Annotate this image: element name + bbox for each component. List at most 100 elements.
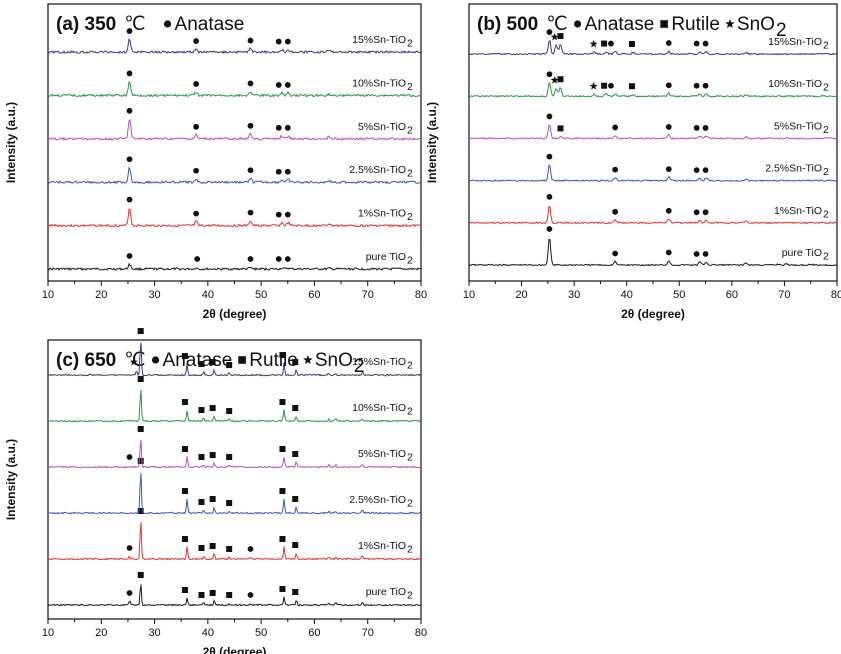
series-label: pure TiO	[366, 586, 406, 598]
trace-pure-TiO2	[48, 262, 422, 272]
rutile-marker	[209, 543, 216, 550]
y-axis-label: Intensity (a.u.)	[4, 439, 18, 520]
panel-b: 10 20 30 40 50 60 70 80 2θ (degree) Intensity (a.…	[425, 3, 841, 321]
x-tick-label: 80	[415, 289, 427, 301]
trace-10-Sn-TiO2	[47, 81, 421, 98]
sno2-marker	[550, 32, 559, 41]
rutile-marker	[601, 82, 608, 89]
anatase-marker	[247, 592, 254, 598]
rutile-marker	[198, 361, 205, 368]
rutile-marker	[628, 83, 635, 90]
x-tick-label: 30	[148, 627, 160, 639]
legend-label: Rutile	[671, 14, 720, 35]
y-axis-label: Intensity (a.u.)	[425, 102, 439, 183]
anatase-marker	[612, 124, 619, 131]
trace-10-Sn-TiO2	[47, 389, 422, 423]
anatase-marker	[247, 256, 254, 262]
anatase-marker	[546, 71, 553, 78]
series-label-subscript: 2	[823, 166, 829, 178]
anatase-marker	[247, 80, 254, 87]
series-label: 2.5%Sn-TiO	[349, 164, 406, 176]
anatase-marker	[126, 590, 133, 596]
series-label-subscript: 2	[407, 124, 413, 136]
anatase-marker	[275, 256, 282, 262]
series-label-subscript: 2	[407, 498, 413, 510]
x-tick-label: 30	[148, 289, 160, 301]
anatase-marker	[275, 168, 282, 175]
rutile-marker	[226, 500, 233, 507]
series-label: 10%Sn-TiO	[352, 402, 406, 414]
series-label-subscript: 2	[407, 544, 413, 556]
legend-star-marker	[303, 355, 313, 365]
series-label-subscript: 2	[407, 38, 413, 50]
anatase-marker	[702, 40, 709, 47]
x-tick-label: 40	[202, 289, 214, 301]
series-label-subscript: 2	[407, 406, 413, 418]
anatase-marker	[546, 226, 553, 232]
anatase-marker	[284, 124, 291, 131]
anatase-marker	[284, 38, 291, 45]
anatase-marker	[247, 209, 254, 216]
y-axis-label: Intensity (a.u.)	[4, 102, 18, 183]
anatase-marker	[693, 40, 700, 47]
legend-square-marker	[238, 356, 246, 364]
series-label: 2.5%Sn-TiO	[349, 494, 406, 506]
trace-1-Sn-TiO2	[47, 522, 422, 561]
anatase-marker	[247, 37, 254, 44]
rutile-marker	[292, 589, 299, 595]
series-label: 15%Sn-TiO	[768, 36, 822, 48]
rutile-marker	[181, 587, 188, 593]
series-label-subscript: 2	[407, 168, 413, 180]
anatase-marker	[665, 166, 672, 173]
rutile-marker	[198, 545, 205, 552]
rutile-marker	[198, 592, 205, 598]
rutile-marker	[198, 499, 205, 506]
rutile-marker	[557, 125, 564, 132]
anatase-marker	[284, 256, 291, 262]
anatase-marker	[693, 125, 700, 131]
anatase-marker	[693, 251, 700, 257]
anatase-marker	[546, 113, 553, 120]
legend-label-subscript: 2	[776, 20, 787, 41]
anatase-marker	[665, 249, 672, 256]
anatase-marker	[126, 253, 133, 259]
x-tick-label: 50	[255, 627, 267, 639]
x-tick-label: 70	[778, 289, 790, 301]
rutile-marker	[292, 451, 299, 458]
anatase-marker	[194, 256, 201, 262]
rutile-marker	[279, 352, 286, 359]
x-tick-label: 80	[831, 289, 841, 301]
series-label: pure TiO	[366, 251, 406, 263]
x-tick-label: 60	[308, 627, 320, 639]
rutile-marker	[279, 536, 286, 543]
series-label: 10%Sn-TiO	[768, 78, 822, 90]
legend-label: SnO	[315, 350, 353, 371]
x-axis-label: 2θ (degree)	[203, 645, 267, 654]
trace-2-5-Sn-TiO2	[47, 166, 422, 185]
series-label: 1%Sn-TiO	[358, 540, 406, 552]
x-tick-label: 20	[515, 289, 527, 301]
rutile-marker	[279, 586, 286, 592]
x-tick-label: 40	[621, 289, 633, 301]
rutile-marker	[137, 572, 144, 578]
anatase-marker	[608, 82, 614, 89]
series-label: 5%Sn-TiO	[358, 121, 406, 133]
series-label: 1%Sn-TiO	[774, 205, 822, 217]
anatase-marker	[247, 546, 254, 552]
anatase-marker	[665, 40, 672, 46]
legend-label: Rutile	[249, 350, 298, 371]
sno2-marker	[129, 357, 138, 366]
rutile-marker	[137, 508, 144, 515]
x-tick-label: 20	[95, 289, 107, 301]
anatase-marker	[665, 207, 672, 214]
anatase-marker	[546, 29, 553, 35]
anatase-marker	[665, 124, 672, 130]
series-label-subscript: 2	[407, 255, 413, 267]
legend-label-subscript: 2	[354, 356, 365, 377]
rutile-marker	[557, 76, 564, 83]
trace-1-Sn-TiO2	[47, 208, 422, 228]
anatase-marker	[284, 82, 291, 88]
anatase-marker	[193, 210, 200, 217]
anatase-marker	[612, 166, 619, 173]
rutile-marker	[292, 359, 299, 366]
